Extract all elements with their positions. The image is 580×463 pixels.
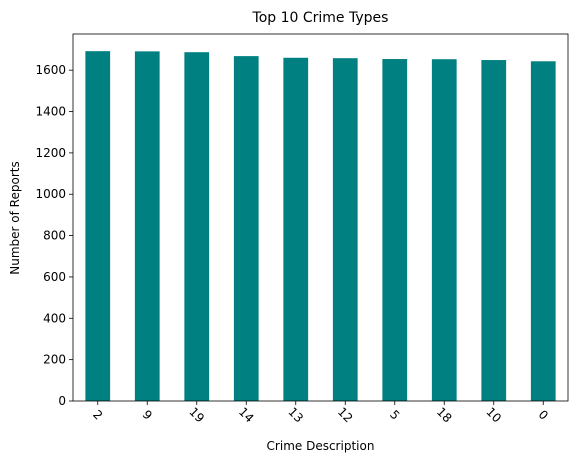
x-tick-label: 10 (483, 405, 504, 426)
bar-18 (431, 59, 457, 401)
x-tick-label: 9 (140, 407, 155, 422)
plot-area-border (72, 33, 569, 402)
bar-2 (85, 51, 111, 401)
x-tick-label: 5 (387, 407, 402, 422)
x-tick-label: 0 (536, 407, 551, 422)
x-tick-label: 12 (335, 405, 356, 426)
x-axis-title: Crime Description (267, 439, 375, 453)
y-tick-label: 600 (43, 270, 66, 284)
y-tick-label: 1200 (35, 146, 66, 160)
bar-9 (134, 51, 160, 402)
x-axis-ticks: 2 9 19 14 13 12 5 18 10 0 (90, 401, 551, 425)
bar-19 (184, 52, 210, 401)
x-tick-label: 19 (186, 405, 207, 426)
y-tick-label: 200 (43, 353, 66, 367)
axes-frame (72, 33, 569, 402)
y-tick-label: 1400 (35, 105, 66, 119)
bar-14 (233, 56, 259, 402)
y-tick-label: 400 (43, 311, 66, 325)
x-tick-label: 14 (236, 405, 257, 426)
chart-title: Top 10 Crime Types (252, 10, 389, 26)
bar-0 (530, 61, 556, 401)
x-tick-label: 18 (434, 405, 455, 426)
y-tick-label: 800 (43, 229, 66, 243)
y-axis-title: Number of Reports (8, 161, 22, 274)
bars-group (85, 51, 556, 402)
bar-12 (332, 58, 358, 401)
y-tick-label: 1000 (35, 187, 66, 201)
bar-10 (481, 60, 507, 402)
bar-13 (283, 57, 309, 401)
y-tick-label: 1600 (35, 63, 66, 77)
y-axis-ticks: 0 200 400 600 800 1000 1200 1400 1600 (35, 63, 73, 408)
x-tick-label: 13 (285, 405, 306, 426)
y-tick-label: 0 (58, 394, 66, 408)
x-tick-label: 2 (90, 407, 105, 422)
bar-5 (382, 59, 408, 402)
